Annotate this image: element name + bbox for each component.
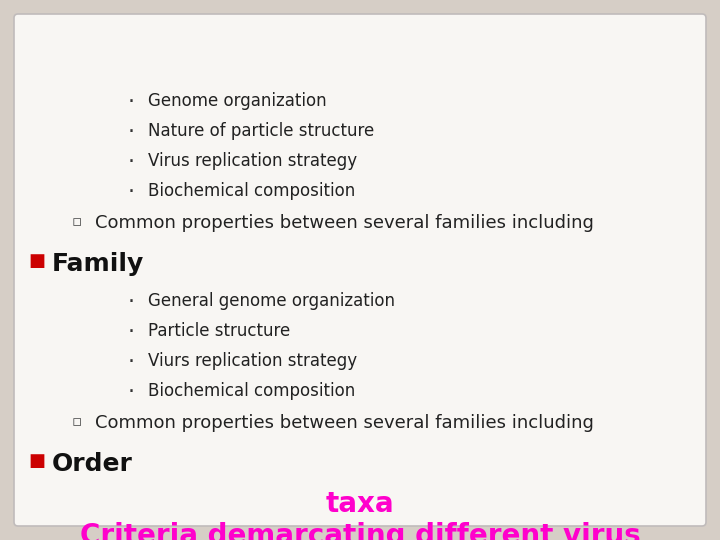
Text: Common properties between several families including: Common properties between several famili…	[95, 214, 594, 232]
Text: ·: ·	[128, 382, 135, 402]
Text: ▫: ▫	[72, 414, 82, 429]
Text: ·: ·	[128, 322, 135, 342]
Text: ■: ■	[28, 252, 45, 270]
Text: Biochemical composition: Biochemical composition	[148, 382, 355, 400]
FancyBboxPatch shape	[14, 14, 706, 526]
Text: ·: ·	[128, 352, 135, 372]
Text: Particle structure: Particle structure	[148, 322, 290, 340]
Text: ■: ■	[28, 452, 45, 470]
Text: ·: ·	[128, 292, 135, 312]
Text: ·: ·	[128, 152, 135, 172]
Text: Biochemical composition: Biochemical composition	[148, 182, 355, 200]
Text: ·: ·	[128, 182, 135, 202]
Text: Common properties between several families including: Common properties between several famili…	[95, 414, 594, 432]
Text: General genome organization: General genome organization	[148, 292, 395, 310]
Text: ·: ·	[128, 122, 135, 142]
Text: Viurs replication strategy: Viurs replication strategy	[148, 352, 357, 370]
Text: Order: Order	[52, 452, 133, 476]
Text: taxa: taxa	[325, 490, 395, 518]
Text: Family: Family	[52, 252, 144, 276]
Text: Nature of particle structure: Nature of particle structure	[148, 122, 374, 140]
Text: Criteria demarcating different virus: Criteria demarcating different virus	[80, 522, 640, 540]
Text: Virus replication strategy: Virus replication strategy	[148, 152, 357, 170]
Text: ·: ·	[128, 92, 135, 112]
Text: ▫: ▫	[72, 214, 82, 229]
Text: Genome organization: Genome organization	[148, 92, 327, 110]
